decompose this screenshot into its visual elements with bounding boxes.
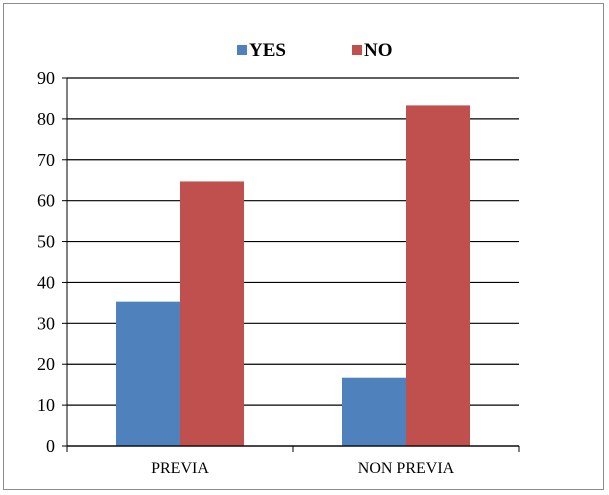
y-tick-label: 80 [37,109,55,129]
y-axis: 0 10 20 30 40 50 60 70 80 90 [37,68,68,456]
legend-swatch-no [352,45,362,55]
bar-yes-non-previa [342,377,406,446]
bar-no-previa [180,181,244,446]
x-axis: PREVIA NON PREVIA [66,445,520,477]
y-tick-label: 30 [37,313,55,333]
x-tick-label: PREVIA [151,460,209,477]
y-tick-label: 0 [46,436,55,456]
legend-label-yes: YES [249,40,286,61]
y-tick-label: 70 [37,150,55,170]
bars [116,105,470,446]
legend: YES NO [237,40,393,61]
y-tick-label: 90 [37,68,55,88]
y-tick-label: 50 [37,232,55,252]
bar-yes-previa [116,301,180,446]
x-tick-label: NON PREVIA [358,460,455,477]
legend-swatch-yes [237,45,247,55]
bar-no-non-previa [406,105,470,446]
y-tick-label: 10 [37,395,55,415]
y-tick-label: 20 [37,354,55,374]
y-tick-label: 40 [37,272,55,292]
chart-frame [3,3,604,490]
legend-label-no: NO [364,40,393,61]
y-tick-label: 60 [37,191,55,211]
